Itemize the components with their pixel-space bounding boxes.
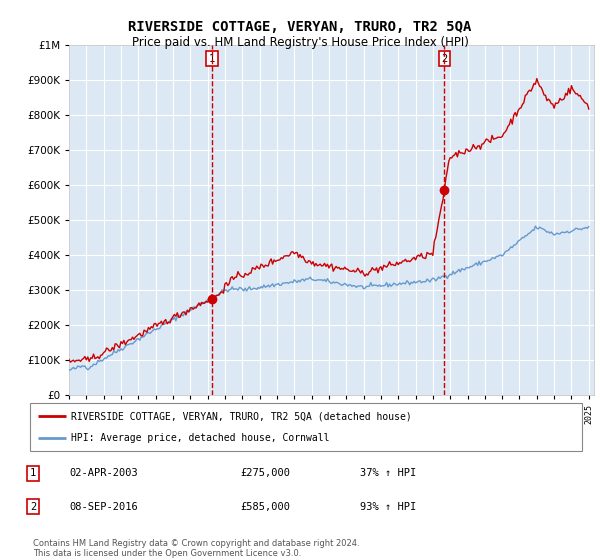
Text: 2: 2 — [442, 54, 448, 64]
Text: 08-SEP-2016: 08-SEP-2016 — [69, 502, 138, 512]
Text: RIVERSIDE COTTAGE, VERYAN, TRURO, TR2 5QA: RIVERSIDE COTTAGE, VERYAN, TRURO, TR2 5Q… — [128, 20, 472, 34]
Text: 37% ↑ HPI: 37% ↑ HPI — [360, 468, 416, 478]
Text: £585,000: £585,000 — [240, 502, 290, 512]
Text: £275,000: £275,000 — [240, 468, 290, 478]
Text: 02-APR-2003: 02-APR-2003 — [69, 468, 138, 478]
Text: RIVERSIDE COTTAGE, VERYAN, TRURO, TR2 5QA (detached house): RIVERSIDE COTTAGE, VERYAN, TRURO, TR2 5Q… — [71, 411, 412, 421]
FancyBboxPatch shape — [30, 403, 582, 451]
Text: 1: 1 — [30, 468, 36, 478]
Text: Price paid vs. HM Land Registry's House Price Index (HPI): Price paid vs. HM Land Registry's House … — [131, 36, 469, 49]
Text: HPI: Average price, detached house, Cornwall: HPI: Average price, detached house, Corn… — [71, 433, 330, 443]
Text: 1: 1 — [209, 54, 215, 64]
Text: Contains HM Land Registry data © Crown copyright and database right 2024.
This d: Contains HM Land Registry data © Crown c… — [33, 539, 359, 558]
Text: 93% ↑ HPI: 93% ↑ HPI — [360, 502, 416, 512]
Text: 2: 2 — [30, 502, 36, 512]
